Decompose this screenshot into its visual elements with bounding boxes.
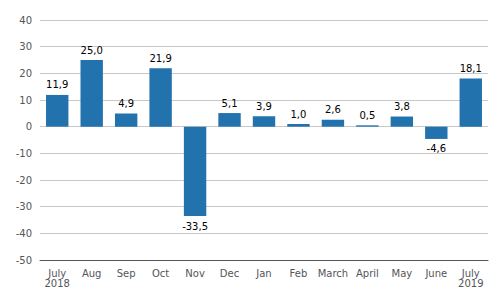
svg-text:Jan: Jan xyxy=(255,268,271,279)
svg-text:10: 10 xyxy=(19,95,32,106)
svg-text:Feb: Feb xyxy=(290,268,308,279)
svg-text:0: 0 xyxy=(26,121,32,132)
svg-text:0,5: 0,5 xyxy=(359,110,375,121)
svg-text:11,9: 11,9 xyxy=(46,79,68,90)
svg-text:21,9: 21,9 xyxy=(149,53,171,64)
svg-text:20: 20 xyxy=(19,68,32,79)
svg-text:-33,5: -33,5 xyxy=(182,221,208,232)
svg-text:30: 30 xyxy=(19,41,32,52)
svg-text:2,6: 2,6 xyxy=(325,104,341,115)
svg-text:1,0: 1,0 xyxy=(291,109,307,120)
svg-text:2018: 2018 xyxy=(45,278,70,289)
svg-text:July: July xyxy=(48,267,67,279)
svg-text:-4,6: -4,6 xyxy=(427,143,447,154)
svg-text:Oct: Oct xyxy=(152,268,169,279)
svg-text:-50: -50 xyxy=(16,255,32,266)
svg-text:May: May xyxy=(392,268,413,279)
svg-text:3,9: 3,9 xyxy=(256,101,272,112)
svg-text:-20: -20 xyxy=(16,175,32,186)
svg-text:25,0: 25,0 xyxy=(81,45,103,56)
svg-text:18,1: 18,1 xyxy=(460,63,482,74)
svg-text:Sep: Sep xyxy=(117,268,136,279)
svg-text:June: June xyxy=(424,268,447,279)
svg-text:April: April xyxy=(356,268,379,279)
svg-text:-10: -10 xyxy=(16,148,32,159)
svg-text:5,1: 5,1 xyxy=(222,98,238,109)
svg-text:-30: -30 xyxy=(16,201,32,212)
svg-text:2019: 2019 xyxy=(458,278,483,289)
svg-text:Nov: Nov xyxy=(185,268,205,279)
svg-text:-40: -40 xyxy=(16,228,32,239)
svg-text:Aug: Aug xyxy=(82,268,102,279)
svg-text:3,8: 3,8 xyxy=(394,101,410,112)
svg-text:July: July xyxy=(461,267,480,279)
svg-text:40: 40 xyxy=(19,15,32,26)
svg-text:4,9: 4,9 xyxy=(118,98,134,109)
svg-text:Dec: Dec xyxy=(220,268,239,279)
svg-text:March: March xyxy=(318,268,348,279)
